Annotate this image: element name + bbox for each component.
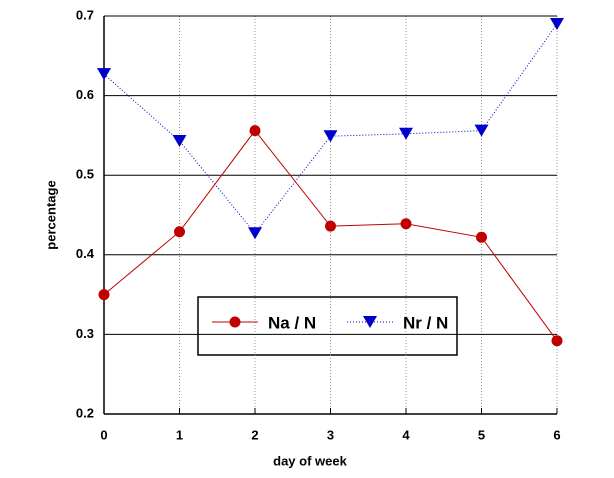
x-tick-label: 0 (100, 427, 107, 442)
marker (551, 335, 563, 347)
y-tick-label: 0.3 (76, 326, 94, 341)
y-tick-label: 0.7 (76, 7, 94, 22)
legend-marker (229, 316, 241, 328)
marker (399, 127, 413, 140)
y-tick-label: 0.2 (76, 405, 94, 420)
legend-marker (363, 316, 377, 328)
marker (474, 124, 489, 137)
legend-box (197, 296, 458, 356)
marker (98, 289, 110, 301)
marker (325, 220, 336, 232)
marker (476, 231, 487, 243)
y-axis-label: percentage (43, 180, 58, 249)
marker (400, 218, 412, 230)
x-tick-label: 1 (176, 427, 183, 442)
x-tick-label: 5 (478, 427, 485, 442)
legend-label: Na / N (268, 313, 316, 332)
marker (248, 227, 262, 240)
y-tick-label: 0.6 (76, 87, 94, 102)
marker (249, 125, 261, 137)
y-tick-label: 0.5 (76, 167, 94, 182)
marker (323, 130, 338, 143)
marker (174, 226, 185, 238)
x-tick-label: 3 (327, 427, 334, 442)
x-tick-label: 2 (251, 427, 258, 442)
x-axis-label: day of week (273, 453, 347, 468)
marker (172, 134, 187, 147)
x-tick-label: 6 (553, 427, 560, 442)
marker (550, 17, 564, 30)
marker (97, 68, 111, 81)
y-tick-label: 0.4 (76, 246, 95, 261)
x-tick-label: 4 (402, 427, 410, 442)
legend-label: Nr / N (403, 313, 448, 332)
